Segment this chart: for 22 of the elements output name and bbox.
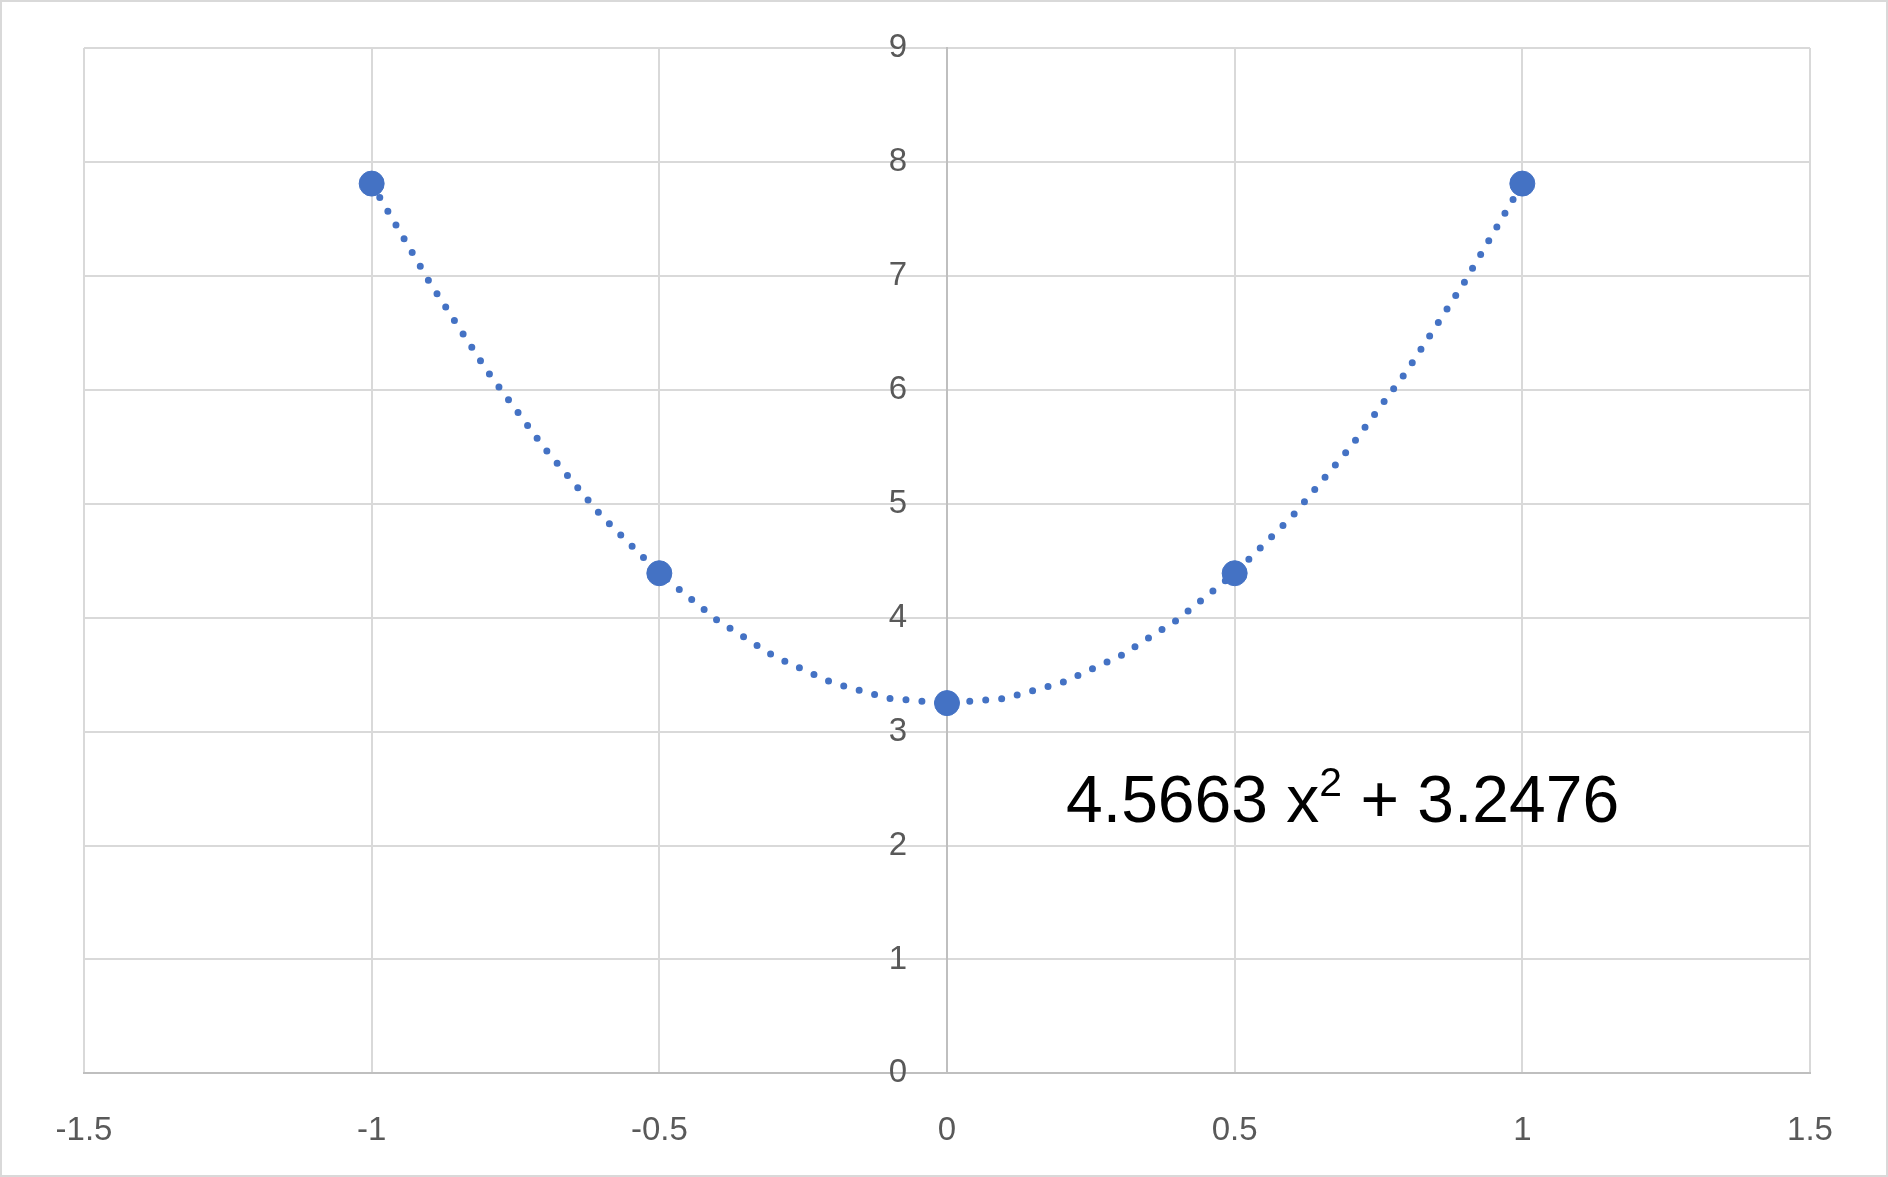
x-tick-label: -1 <box>356 1110 387 1148</box>
x-tick-label: 1.5 <box>1787 1110 1833 1148</box>
y-tick-label: 8 <box>888 141 907 179</box>
y-tick-label: 3 <box>888 710 907 748</box>
x-tick-label: 0.5 <box>1211 1110 1258 1148</box>
y-tick-label: 7 <box>888 254 907 292</box>
point <box>1221 560 1248 587</box>
x-tick-label: 1 <box>1513 1110 1532 1148</box>
y-tick-label: 5 <box>888 482 907 520</box>
y-tick-label: 6 <box>888 368 907 406</box>
y-tick-label: 1 <box>888 938 907 976</box>
y-tick-label: 9 <box>888 27 907 65</box>
point <box>934 690 960 717</box>
point <box>1509 170 1536 197</box>
x-tick-label: -1.5 <box>55 1110 113 1148</box>
x-tick-label: 0 <box>937 1110 957 1148</box>
point <box>358 170 385 197</box>
x-tick-label: -0.5 <box>630 1110 688 1148</box>
y-tick-label: 2 <box>888 824 907 862</box>
y-tick-label: 4 <box>888 596 907 634</box>
point <box>646 560 673 587</box>
y-tick-label: 0 <box>888 1052 907 1090</box>
